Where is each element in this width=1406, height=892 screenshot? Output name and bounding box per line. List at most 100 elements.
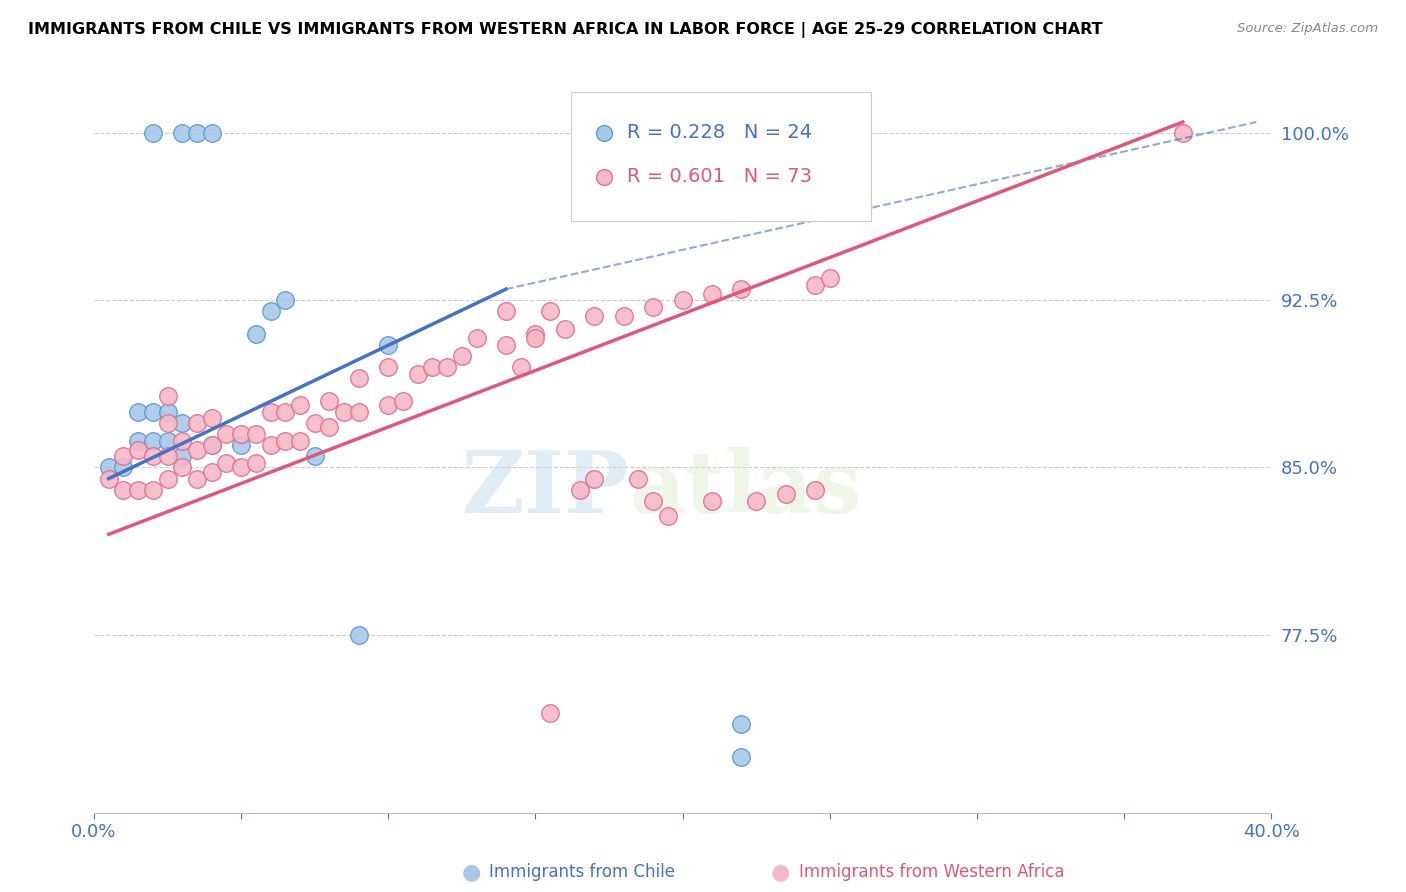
Point — [127, 442, 149, 457]
Point — [229, 427, 252, 442]
Text: Immigrants from Chile: Immigrants from Chile — [489, 863, 675, 881]
Point — [156, 472, 179, 486]
Point — [377, 398, 399, 412]
Point — [127, 405, 149, 419]
Point — [274, 405, 297, 419]
Point — [392, 393, 415, 408]
Point — [524, 326, 547, 341]
Point — [730, 716, 752, 731]
Point — [201, 126, 224, 140]
Point — [288, 398, 311, 412]
Point — [142, 405, 165, 419]
Point — [259, 438, 281, 452]
Point — [759, 126, 782, 140]
Point — [627, 472, 650, 486]
Point — [215, 456, 238, 470]
Point — [201, 465, 224, 479]
Point — [804, 277, 827, 292]
Point — [730, 750, 752, 764]
Point — [97, 472, 120, 486]
Point — [671, 293, 693, 308]
Point — [318, 393, 340, 408]
Point — [156, 389, 179, 403]
Point — [583, 309, 606, 323]
Point — [422, 360, 444, 375]
Point — [818, 271, 841, 285]
Point — [186, 126, 208, 140]
Point — [127, 483, 149, 497]
Point — [127, 434, 149, 448]
Point — [288, 434, 311, 448]
Point — [1171, 126, 1194, 140]
Point — [172, 460, 194, 475]
Point — [259, 304, 281, 318]
Point — [186, 416, 208, 430]
Point — [538, 304, 561, 318]
Point — [730, 126, 752, 140]
Point — [495, 304, 517, 318]
Point — [156, 416, 179, 430]
Point — [568, 483, 591, 497]
Point — [804, 483, 827, 497]
Point — [112, 483, 135, 497]
Point — [377, 338, 399, 352]
Point — [450, 349, 472, 363]
Point — [186, 472, 208, 486]
Point — [142, 126, 165, 140]
Point — [700, 286, 723, 301]
Point — [641, 494, 664, 508]
Point — [142, 483, 165, 497]
Text: R = 0.228   N = 24: R = 0.228 N = 24 — [627, 123, 813, 142]
Point — [641, 300, 664, 314]
Point — [465, 331, 488, 345]
Point — [745, 494, 768, 508]
Point — [172, 434, 194, 448]
Point — [304, 416, 326, 430]
FancyBboxPatch shape — [571, 92, 870, 221]
Point — [333, 405, 356, 419]
Point — [142, 434, 165, 448]
Text: Immigrants from Western Africa: Immigrants from Western Africa — [799, 863, 1064, 881]
Point — [318, 420, 340, 434]
Point — [172, 126, 194, 140]
Point — [172, 450, 194, 464]
Point — [347, 405, 370, 419]
Point — [201, 438, 224, 452]
Point — [274, 293, 297, 308]
Point — [613, 309, 636, 323]
Point — [229, 460, 252, 475]
Point — [347, 371, 370, 385]
Point — [186, 442, 208, 457]
Point — [554, 322, 576, 336]
Point — [583, 472, 606, 486]
Point — [112, 460, 135, 475]
Point — [347, 627, 370, 641]
Point — [304, 450, 326, 464]
Text: Source: ZipAtlas.com: Source: ZipAtlas.com — [1237, 22, 1378, 36]
Point — [377, 360, 399, 375]
Point — [201, 438, 224, 452]
Text: ●: ● — [461, 863, 481, 882]
Point — [142, 450, 165, 464]
Point — [156, 405, 179, 419]
Text: R = 0.601   N = 73: R = 0.601 N = 73 — [627, 167, 813, 186]
Point — [172, 416, 194, 430]
Point — [509, 360, 531, 375]
Point — [245, 427, 267, 442]
Point — [97, 460, 120, 475]
Point — [1357, 427, 1379, 442]
Point — [775, 487, 797, 501]
Text: IMMIGRANTS FROM CHILE VS IMMIGRANTS FROM WESTERN AFRICA IN LABOR FORCE | AGE 25-: IMMIGRANTS FROM CHILE VS IMMIGRANTS FROM… — [28, 22, 1102, 38]
Point — [201, 411, 224, 425]
Point — [112, 450, 135, 464]
Point — [730, 282, 752, 296]
Text: ●: ● — [770, 863, 790, 882]
Point — [406, 367, 429, 381]
Point — [245, 456, 267, 470]
Point — [274, 434, 297, 448]
Point — [1357, 293, 1379, 308]
Point — [245, 326, 267, 341]
Point — [259, 405, 281, 419]
Point — [538, 706, 561, 720]
Point — [657, 509, 679, 524]
